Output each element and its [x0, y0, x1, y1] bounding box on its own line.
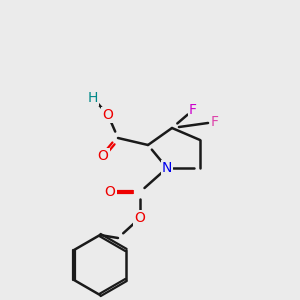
Text: N: N: [162, 161, 172, 175]
Text: F: F: [189, 103, 197, 117]
Text: O: O: [135, 211, 146, 225]
Text: O: O: [103, 108, 113, 122]
Text: F: F: [211, 115, 219, 129]
Text: O: O: [105, 185, 116, 199]
Text: H: H: [88, 91, 98, 105]
Text: O: O: [98, 149, 108, 163]
